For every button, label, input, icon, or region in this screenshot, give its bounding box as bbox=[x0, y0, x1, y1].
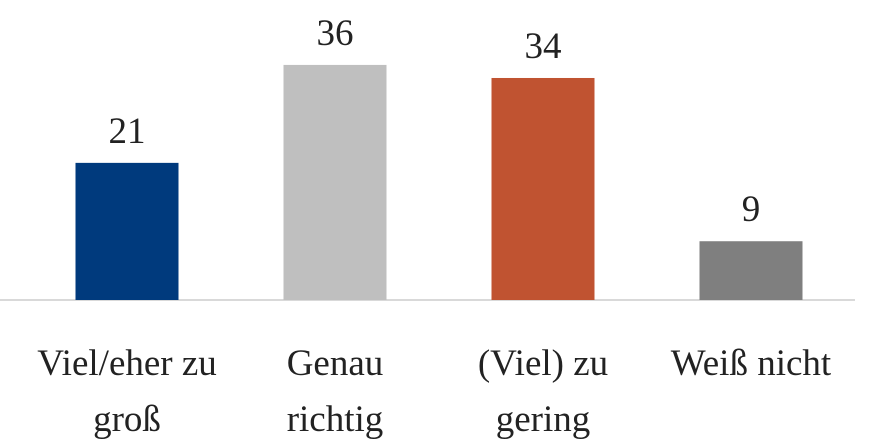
value-label: 34 bbox=[525, 26, 562, 67]
plot: 21 36 34 9 bbox=[0, 13, 855, 301]
chart: 21 36 34 9 Viel/eher zu groß Genau richtig (V… bbox=[0, 13, 855, 440]
value-label: 36 bbox=[317, 13, 354, 54]
bar bbox=[699, 241, 803, 300]
bar bbox=[75, 162, 179, 300]
bar bbox=[491, 77, 595, 300]
bar bbox=[283, 64, 387, 300]
category-label: (Viel) zu gering bbox=[477, 343, 609, 440]
value-label: 21 bbox=[109, 111, 146, 152]
category-label: Weiß nicht bbox=[670, 343, 832, 384]
category-label: Genau richtig bbox=[286, 343, 384, 440]
value-label: 9 bbox=[742, 189, 761, 230]
category-label: Viel/eher zu groß bbox=[37, 343, 217, 440]
